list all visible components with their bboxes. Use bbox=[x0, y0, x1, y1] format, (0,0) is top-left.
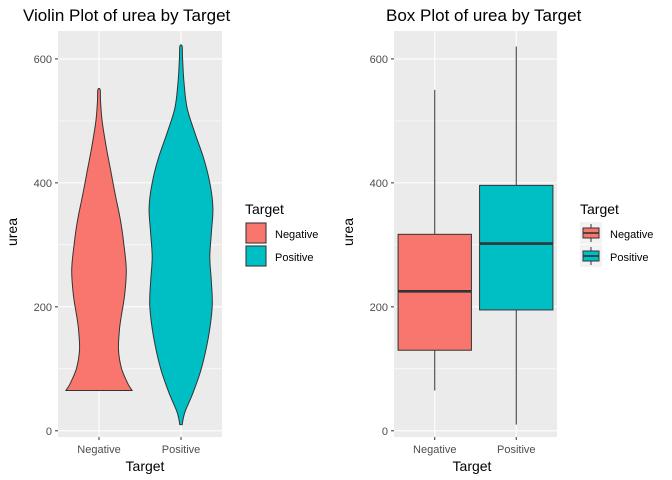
violin-x-axis-title: Target bbox=[126, 458, 165, 474]
box-x-axis-title: Target bbox=[453, 458, 492, 474]
violin-legend-label-negative: Negative bbox=[275, 229, 318, 241]
violin-legend-swatch-positive bbox=[245, 245, 267, 267]
violin-y-tick-label: 400 bbox=[34, 178, 52, 190]
violin-negative bbox=[65, 87, 133, 391]
box-title: Box Plot of urea by Target bbox=[386, 6, 582, 25]
violin-legend-title: Target bbox=[245, 201, 284, 217]
box-x-tick-label: Negative bbox=[413, 444, 456, 456]
violin-positive bbox=[148, 44, 214, 426]
box-plot-panel: 0 200 400 600 Negative Positive bbox=[370, 31, 557, 456]
violin-x-tick-label: Positive bbox=[162, 444, 201, 456]
violin-legend-keys bbox=[245, 222, 267, 267]
box-legend-label-positive: Positive bbox=[610, 252, 649, 264]
box-y-tick-label: 600 bbox=[370, 54, 388, 66]
box-legend-label-negative: Negative bbox=[610, 229, 653, 241]
violin-legend-label-positive: Positive bbox=[275, 252, 314, 264]
box-y-tick-label: 200 bbox=[370, 302, 388, 314]
violin-title: Violin Plot of urea by Target bbox=[23, 6, 231, 25]
box-legend-title: Target bbox=[580, 201, 619, 217]
violin-y-axis-title: urea bbox=[4, 218, 20, 246]
violin-legend-swatch-negative bbox=[245, 222, 267, 244]
box-legend-keys bbox=[580, 222, 602, 267]
box-positive bbox=[479, 184, 554, 311]
violin-y-tick-label: 200 bbox=[34, 302, 52, 314]
violin-y-tick-label: 0 bbox=[46, 426, 52, 438]
violin-y-tick-label: 600 bbox=[34, 54, 52, 66]
box-y-axis-title: urea bbox=[340, 218, 356, 246]
box-y-tick-label: 0 bbox=[382, 426, 388, 438]
violin-x-tick-label: Negative bbox=[77, 444, 120, 456]
box-y-tick-label: 400 bbox=[370, 178, 388, 190]
box-x-tick-label: Positive bbox=[497, 444, 536, 456]
violin-plot-panel: 0 200 400 600 Negative Positive bbox=[34, 31, 222, 456]
